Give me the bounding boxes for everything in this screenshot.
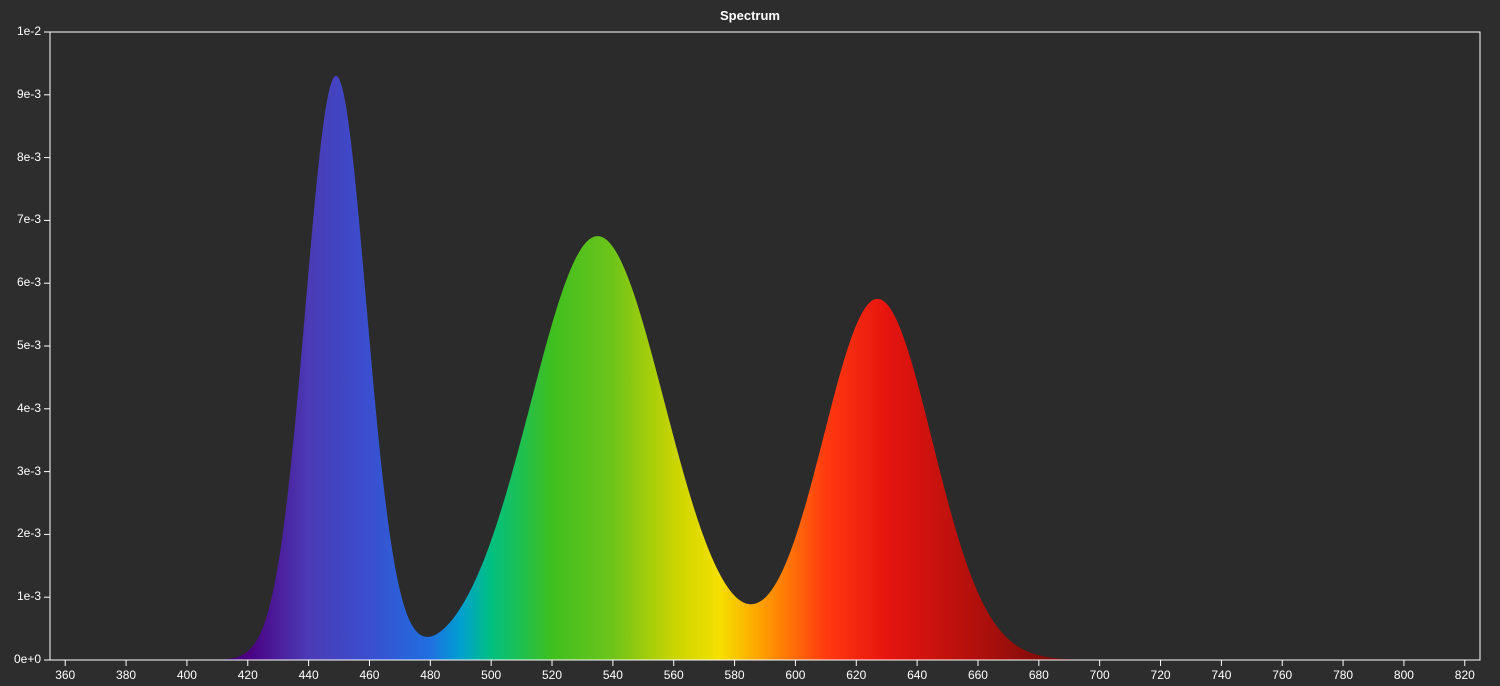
x-tick-label: 560 <box>664 668 684 682</box>
x-tick-label: 640 <box>907 668 927 682</box>
y-tick-label: 4e-3 <box>17 401 41 415</box>
y-tick-label: 8e-3 <box>17 150 41 164</box>
x-tick-label: 620 <box>846 668 866 682</box>
x-tick-label: 400 <box>177 668 197 682</box>
y-tick-label: 2e-3 <box>17 526 41 540</box>
y-tick-label: 3e-3 <box>17 464 41 478</box>
x-tick-label: 720 <box>1151 668 1171 682</box>
x-tick-label: 480 <box>420 668 440 682</box>
x-tick-label: 740 <box>1211 668 1231 682</box>
x-tick-label: 780 <box>1333 668 1353 682</box>
x-tick-label: 500 <box>481 668 501 682</box>
spectrum-chart: Spectrum 3603804004204404604805005205405… <box>0 0 1500 686</box>
y-tick-label: 7e-3 <box>17 212 41 226</box>
x-tick-label: 760 <box>1272 668 1292 682</box>
x-tick-label: 700 <box>1090 668 1110 682</box>
y-tick-label: 1e-2 <box>17 24 41 38</box>
y-tick-label: 9e-3 <box>17 87 41 101</box>
y-tick-label: 0e+0 <box>14 652 41 666</box>
x-tick-label: 580 <box>725 668 745 682</box>
x-tick-label: 660 <box>968 668 988 682</box>
y-tick-label: 5e-3 <box>17 338 41 352</box>
x-tick-label: 460 <box>359 668 379 682</box>
x-tick-label: 600 <box>785 668 805 682</box>
x-tick-label: 380 <box>116 668 136 682</box>
y-tick-label: 6e-3 <box>17 275 41 289</box>
x-tick-label: 420 <box>238 668 258 682</box>
x-tick-label: 360 <box>55 668 75 682</box>
y-tick-label: 1e-3 <box>17 589 41 603</box>
x-tick-label: 520 <box>542 668 562 682</box>
x-tick-label: 540 <box>603 668 623 682</box>
x-tick-label: 820 <box>1455 668 1475 682</box>
x-tick-label: 800 <box>1394 668 1414 682</box>
x-tick-label: 440 <box>299 668 319 682</box>
x-tick-label: 680 <box>1029 668 1049 682</box>
plot-area <box>0 0 1500 686</box>
